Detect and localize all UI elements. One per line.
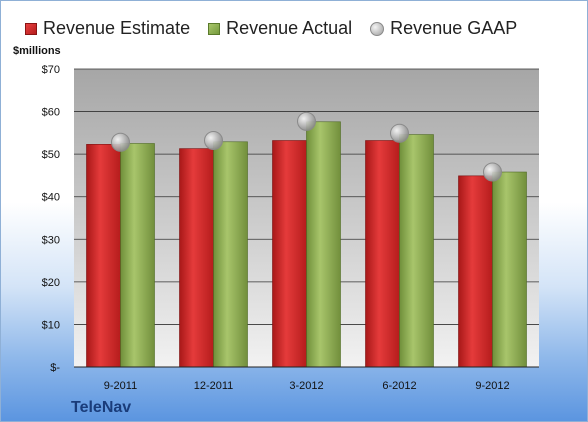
y-tick-label: $60: [42, 107, 60, 119]
legend-label-estimate: Revenue Estimate: [43, 18, 191, 38]
brand-label: TeleNav: [71, 399, 132, 416]
y-axis-units-label: $millions: [13, 45, 61, 57]
revenue-actual-bar: [399, 134, 434, 368]
legend-label-gaap: Revenue GAAP: [390, 18, 518, 38]
revenue-estimate-bar: [272, 140, 307, 368]
revenue-estimate-bar: [179, 148, 214, 368]
legend-swatch-estimate: [25, 22, 37, 35]
legend-swatch-actual: [208, 22, 221, 35]
y-tick-label: $-: [50, 362, 60, 374]
revenue-actual-bar: [213, 141, 248, 368]
x-tick-label: 9-2011: [104, 380, 137, 392]
y-tick-label: $50: [42, 149, 60, 161]
x-tick-label: 12-2011: [194, 380, 234, 392]
revenue-actual-bar: [120, 143, 155, 368]
y-tick-label: $30: [42, 234, 60, 246]
revenue-gaap-point: [390, 123, 409, 143]
legend-label-actual: Revenue Actual: [226, 18, 353, 38]
y-tick-label: $20: [42, 277, 60, 289]
revenue-gaap-point: [204, 131, 223, 151]
x-tick-label: 9-2012: [475, 380, 509, 392]
legend: Revenue Estimate Revenue Actual Revenue …: [25, 18, 517, 39]
revenue-gaap-point: [483, 162, 502, 182]
revenue-gaap-point: [297, 111, 316, 131]
y-tick-label: $10: [42, 319, 60, 331]
legend-item-gaap: Revenue GAAP: [370, 18, 517, 39]
revenue-actual-bar: [306, 121, 341, 368]
y-tick-label: $40: [42, 192, 60, 204]
revenue-actual-bar: [492, 171, 527, 368]
legend-swatch-gaap: [370, 21, 385, 36]
legend-item-estimate: Revenue Estimate: [25, 18, 190, 39]
y-tick-label: $70: [42, 64, 60, 76]
revenue-estimate-bar: [458, 175, 493, 368]
revenue-estimate-bar: [365, 140, 400, 368]
revenue-gaap-point: [111, 132, 130, 152]
legend-item-actual: Revenue Actual: [208, 18, 352, 39]
x-tick-label: 6-2012: [382, 380, 416, 392]
revenue-estimate-bar: [86, 144, 121, 368]
x-tick-label: 3-2012: [289, 380, 323, 392]
